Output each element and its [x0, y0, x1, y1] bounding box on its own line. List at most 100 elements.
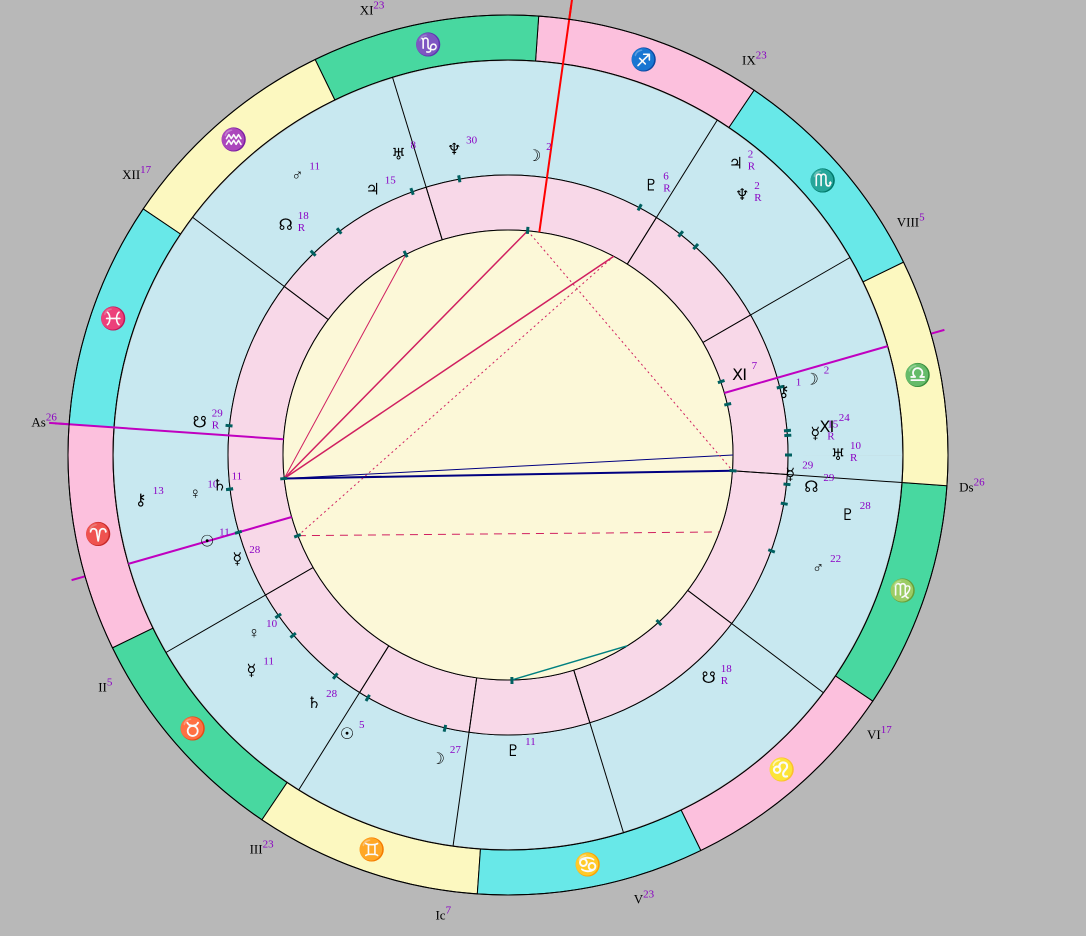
- planet-14: ☿: [232, 551, 242, 568]
- axis-tick-0: [55, 423, 69, 424]
- planet-tick-4: [459, 175, 460, 182]
- astro-chart: ♈♉♊♋♌♍♎♏♐♑♒♓As26II5III23Ic7V23VI17Ds26VI…: [0, 0, 1086, 936]
- planet-deg-8: 2: [754, 180, 760, 192]
- planet-deg-31: 24: [839, 412, 851, 424]
- planet-6: ♇: [644, 178, 658, 195]
- planet-deg-15: 10: [266, 618, 278, 630]
- planet-10: ☋: [193, 415, 207, 432]
- planet-9: ⚷: [135, 492, 147, 509]
- planet-deg-6: 6: [663, 171, 669, 183]
- house-label-VII: Ds26: [959, 476, 985, 494]
- zodiac-glyph-aquarius: ♒: [220, 127, 247, 152]
- planet-11: ♀: [189, 485, 201, 502]
- planet-deg-21: 18: [721, 663, 733, 675]
- planet-deg-29: 2: [824, 364, 830, 376]
- planet-13: ☉: [200, 533, 214, 550]
- planet-retro-10: R: [212, 420, 220, 432]
- planet-tick-29: [777, 386, 784, 388]
- planet-retro-26: R: [850, 452, 858, 464]
- planet-19: ☽: [431, 751, 445, 768]
- planet-deg-0: 11: [309, 160, 320, 172]
- planet-4: ♆: [447, 142, 461, 159]
- planet-deg-24: 29: [823, 472, 835, 484]
- zodiac-glyph-virgo: ♍: [889, 578, 916, 603]
- house-label-I: As26: [31, 412, 57, 430]
- planet-tick-28: [724, 403, 731, 405]
- planet-31: Ⅺ: [819, 419, 834, 436]
- planet-17: ♄: [307, 695, 321, 712]
- planet-retro-1: R: [298, 222, 306, 234]
- planet-deg-20: 11: [525, 736, 536, 748]
- planet-deg-17: 28: [326, 688, 338, 700]
- house-label-IX: IX23: [742, 50, 767, 68]
- house-label-VIII: VIII5: [897, 212, 925, 230]
- planet-deg-13: 11: [219, 526, 230, 538]
- planet-deg-12: 11: [232, 470, 243, 482]
- house-label-IV: Ic7: [435, 904, 451, 922]
- planet-24: ☊: [804, 479, 818, 496]
- house-label-XI: XI23: [360, 0, 385, 17]
- planet-deg-10: 29: [212, 408, 224, 420]
- zodiac-glyph-cancer: ♋: [574, 852, 601, 877]
- house-label-VI: VI17: [867, 724, 892, 742]
- planet-tick-31: [784, 430, 791, 431]
- planet-tick-19: [444, 725, 446, 732]
- planet-deg-22: 22: [830, 553, 841, 565]
- zodiac-glyph-scorpio: ♏: [809, 168, 836, 193]
- planet-deg-3: 8: [411, 139, 417, 151]
- planet-deg-26: 10: [850, 440, 862, 452]
- planet-deg-5: 2: [546, 141, 552, 153]
- planet-deg-30: 7: [752, 360, 758, 372]
- zodiac-glyph-sagittarius: ♐: [630, 47, 657, 72]
- planet-30: Ⅺ: [732, 367, 747, 384]
- house-label-II: II5: [98, 677, 113, 695]
- planet-deg-23: 28: [860, 500, 872, 512]
- planet-1: ☊: [279, 217, 293, 234]
- planet-20: ♇: [506, 743, 520, 760]
- planet-tick-12: [280, 478, 287, 479]
- planet-deg-25: 29: [802, 460, 814, 472]
- planet-deg-1: 18: [298, 210, 310, 222]
- planet-tick-5: [527, 227, 528, 234]
- planet-deg-19: 27: [450, 744, 462, 756]
- planet-deg-18: 5: [359, 719, 365, 731]
- center-circle: [283, 230, 733, 680]
- planet-tick-23: [781, 503, 788, 504]
- planet-tick-10: [226, 425, 233, 426]
- planet-deg-28: 1: [796, 376, 802, 388]
- planet-18: ☉: [340, 726, 354, 743]
- planet-deg-4: 30: [466, 135, 478, 147]
- planet-tick-24: [783, 484, 790, 485]
- planet-deg-2: 15: [385, 174, 397, 186]
- planet-retro-7: R: [748, 160, 756, 172]
- zodiac-glyph-capricorn: ♑: [415, 32, 442, 57]
- zodiac-glyph-gemini: ♊: [358, 837, 385, 862]
- planet-deg-7: 2: [748, 148, 754, 160]
- planet-25: ☿: [785, 467, 795, 484]
- chart-svg: ♈♉♊♋♌♍♎♏♐♑♒♓As26II5III23Ic7V23VI17Ds26VI…: [0, 0, 1086, 936]
- axis-tick-1: [569, 5, 571, 19]
- planet-deg-14: 28: [249, 544, 260, 556]
- planet-deg-9: 13: [153, 485, 165, 497]
- planet-5: ☽: [527, 148, 541, 165]
- planet-tick-11: [226, 489, 233, 490]
- planet-15: ♀: [248, 625, 260, 642]
- planet-0: ♂: [291, 167, 303, 184]
- zodiac-glyph-taurus: ♉: [179, 716, 206, 741]
- house-label-V: V23: [634, 889, 655, 907]
- planet-26: ♅: [831, 447, 845, 464]
- planet-tick-13: [235, 531, 242, 533]
- zodiac-glyph-pisces: ♓: [100, 306, 127, 331]
- planet-8: ♆: [735, 187, 749, 204]
- planet-16: ☿: [246, 662, 256, 679]
- house-label-X: Mc7: [561, 0, 584, 2]
- axis-tick-3: [931, 330, 944, 334]
- planet-deg-16: 11: [263, 655, 274, 667]
- planet-3: ♅: [391, 146, 405, 163]
- planet-retro-6: R: [663, 183, 671, 195]
- planet-7: ♃: [729, 155, 743, 172]
- planet-23: ♇: [841, 507, 855, 524]
- planet-12: ♄: [212, 477, 226, 494]
- axis-tick-2: [72, 576, 85, 580]
- zodiac-glyph-leo: ♌: [768, 757, 795, 782]
